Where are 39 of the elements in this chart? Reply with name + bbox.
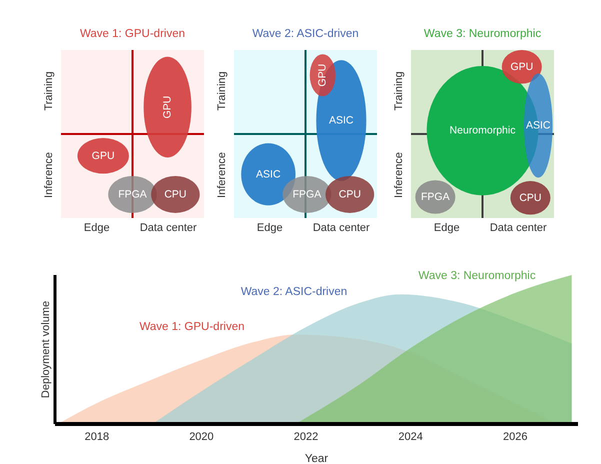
x-tick-label: 2018 — [84, 430, 110, 443]
category-label: Inference — [43, 152, 55, 198]
x-tick-label: 2020 — [189, 430, 214, 443]
category-label: Edge — [256, 222, 284, 234]
text: ASIC — [328, 114, 354, 127]
text: CPU — [338, 188, 361, 200]
text: Wave 2: ASIC-driven — [251, 28, 360, 40]
category-label: Inference — [216, 152, 228, 198]
category-label: Data center — [138, 222, 198, 234]
category-label: Training — [216, 71, 228, 111]
text: ASIC — [526, 120, 551, 132]
x-axis-title: Year — [304, 453, 328, 464]
text: Wave 1: GPU-driven — [78, 28, 186, 40]
x-tick-label: 2022 — [294, 430, 318, 443]
text: CPU — [164, 188, 186, 200]
text: Neuromorphic — [450, 124, 516, 137]
x-tick-label: 2024 — [398, 430, 423, 443]
text: FPGA — [292, 188, 322, 200]
text: FPGA — [118, 188, 147, 200]
series-label: Wave 1: GPU-driven — [138, 321, 246, 333]
text: GPU — [510, 60, 534, 73]
text: Wave 3: Neuromorphic — [422, 28, 542, 40]
text: ASIC — [256, 168, 281, 180]
y-axis-title: Deployment volume — [40, 300, 52, 398]
category-label: Data center — [312, 222, 371, 234]
category-label: Edge — [432, 222, 461, 234]
text: GPU — [92, 150, 115, 162]
text: CPU — [519, 192, 542, 204]
series-label: Wave 3: Neuromorphic — [417, 270, 537, 282]
text: FPGA — [421, 191, 450, 203]
category-label: Data center — [488, 222, 548, 234]
series-label: Wave 2: ASIC-driven — [240, 286, 348, 298]
category-label: Training — [43, 71, 55, 111]
category-label: Edge — [82, 222, 111, 234]
text: GPU — [316, 64, 329, 87]
category-label: Inference — [393, 152, 405, 198]
text: GPU — [162, 96, 174, 119]
x-tick-label: 2026 — [503, 430, 528, 443]
category-label: Training — [393, 71, 405, 111]
